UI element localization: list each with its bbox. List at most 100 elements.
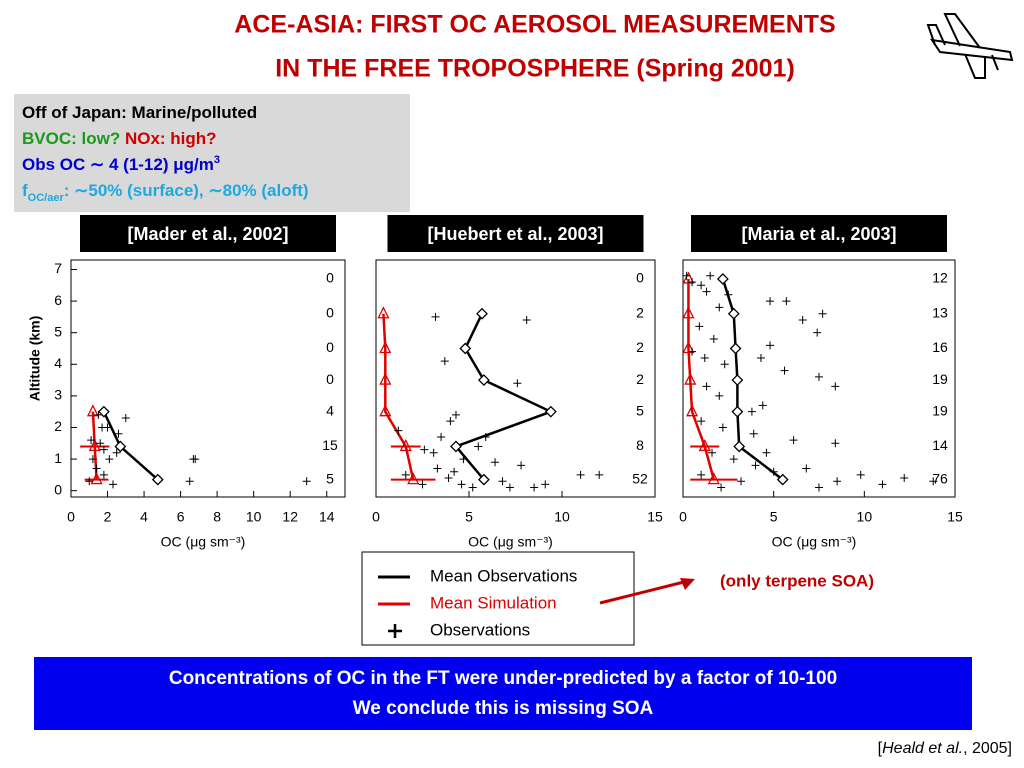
level-count: 16 — [932, 339, 948, 355]
observation-point — [758, 401, 767, 410]
level-count: 14 — [932, 437, 948, 453]
sim-marker — [684, 372, 697, 385]
observation-point — [491, 458, 500, 467]
observation-point — [85, 477, 94, 486]
x-tick-label: 14 — [319, 509, 335, 525]
observation-point — [715, 303, 724, 312]
observation-point — [697, 281, 706, 290]
observation-point — [695, 322, 704, 331]
observation-point — [99, 445, 108, 454]
x-tick-label: 0 — [679, 509, 687, 525]
sim-marker — [90, 472, 103, 485]
observation-point — [856, 470, 865, 479]
info-segment: Obs OC ∼ 4 (1-12) μg/m — [22, 155, 214, 174]
x-tick-label: 10 — [554, 509, 570, 525]
legend-label: Observations — [430, 620, 530, 639]
legend-label: Mean Observations — [430, 566, 577, 585]
observation-point — [595, 470, 604, 479]
conclusion-box — [34, 657, 972, 730]
observation-point — [99, 470, 108, 479]
info-box — [14, 94, 410, 212]
citation: [Heald et al., 2005] — [878, 740, 1012, 757]
observation-point — [109, 480, 118, 489]
observation-point — [782, 297, 791, 306]
observation-point — [498, 477, 507, 486]
y-tick-label: 2 — [54, 418, 62, 434]
observation-point — [429, 448, 438, 457]
obs-marker — [727, 307, 740, 320]
observation-point — [766, 341, 775, 350]
observation-point — [747, 407, 756, 416]
x-tick-label: 10 — [857, 509, 873, 525]
observation-point — [749, 429, 758, 438]
plot-frame — [70, 259, 346, 498]
observation-point — [105, 455, 114, 464]
level-count: 52 — [632, 470, 648, 486]
level-count: 0 — [636, 270, 644, 286]
level-count: 13 — [932, 304, 948, 320]
chart-title: [Huebert et al., 2003] — [427, 224, 603, 244]
observation-point — [706, 271, 715, 280]
observation-point — [437, 432, 446, 441]
observation-point — [444, 474, 453, 483]
info-text: Off of Japan: Marine/polluted BVOC: low? … — [22, 103, 309, 203]
plot-frame — [375, 259, 656, 498]
observation-point — [929, 477, 938, 486]
observation-point — [700, 353, 709, 362]
observation-point — [302, 477, 311, 486]
conclusion: We conclude this is missing SOA — [353, 698, 654, 719]
info-segment: f — [22, 181, 28, 200]
observation-point — [185, 477, 194, 486]
level-count: 2 — [636, 339, 644, 355]
y-tick-label: 6 — [54, 292, 62, 308]
observation-point — [802, 464, 811, 473]
observation-point — [92, 464, 101, 473]
sim-marker — [682, 341, 695, 354]
level-count: 15 — [322, 437, 338, 453]
sim-marker — [698, 438, 711, 452]
sim-marker — [377, 306, 390, 319]
obs-marker — [731, 374, 744, 386]
sim-marker — [407, 472, 420, 485]
x-tick-label: 4 — [140, 509, 148, 525]
observation-point — [831, 439, 840, 448]
observation-point — [481, 432, 490, 441]
obs-marker — [450, 440, 462, 453]
observation-point — [541, 480, 550, 489]
plane-icon — [926, 13, 1014, 79]
y-tick-label: 1 — [54, 450, 62, 466]
observation-point — [517, 461, 526, 470]
citation-part: [ — [878, 740, 883, 757]
info-line: fOC/aer: ∼50% (surface), ∼80% (aloft) — [22, 181, 309, 203]
observation-point — [702, 287, 711, 296]
obs-marker — [151, 473, 164, 486]
level-count: 12 — [932, 270, 948, 286]
observation-point — [459, 455, 468, 464]
observation-point — [446, 417, 455, 426]
level-count: 5 — [636, 402, 644, 418]
x-tick-label: 12 — [282, 509, 298, 525]
observation-point — [709, 335, 718, 343]
obs-marker — [114, 440, 127, 453]
observation-point — [88, 455, 97, 464]
level-count: 5 — [326, 470, 334, 486]
level-count: 19 — [932, 371, 948, 387]
chart: [Maria et al., 2003] 0 5 10 15 OC (μg sm⁻³) 76… — [679, 215, 963, 550]
legend-label: Mean Simulation — [430, 593, 557, 612]
chart-title-bg — [691, 215, 947, 252]
title-line: ACE-ASIA: FIRST OC AEROSOL MEASUREMENTS — [234, 11, 835, 39]
observation-point — [468, 483, 477, 492]
x-axis-label: OC (μg sm⁻³) — [161, 534, 246, 550]
level-count: 0 — [326, 339, 334, 355]
observation-point — [96, 439, 105, 448]
x-tick-label: 2 — [104, 509, 112, 525]
obs-marker — [731, 405, 744, 418]
obs-marker — [477, 374, 490, 386]
observation-point — [505, 483, 514, 492]
chart-title: [Mader et al., 2002] — [127, 224, 288, 244]
level-count: 0 — [326, 371, 334, 387]
observation-point — [833, 477, 842, 486]
observation-point — [878, 480, 887, 489]
info-segment: Off of Japan: Marine/polluted — [22, 103, 257, 122]
